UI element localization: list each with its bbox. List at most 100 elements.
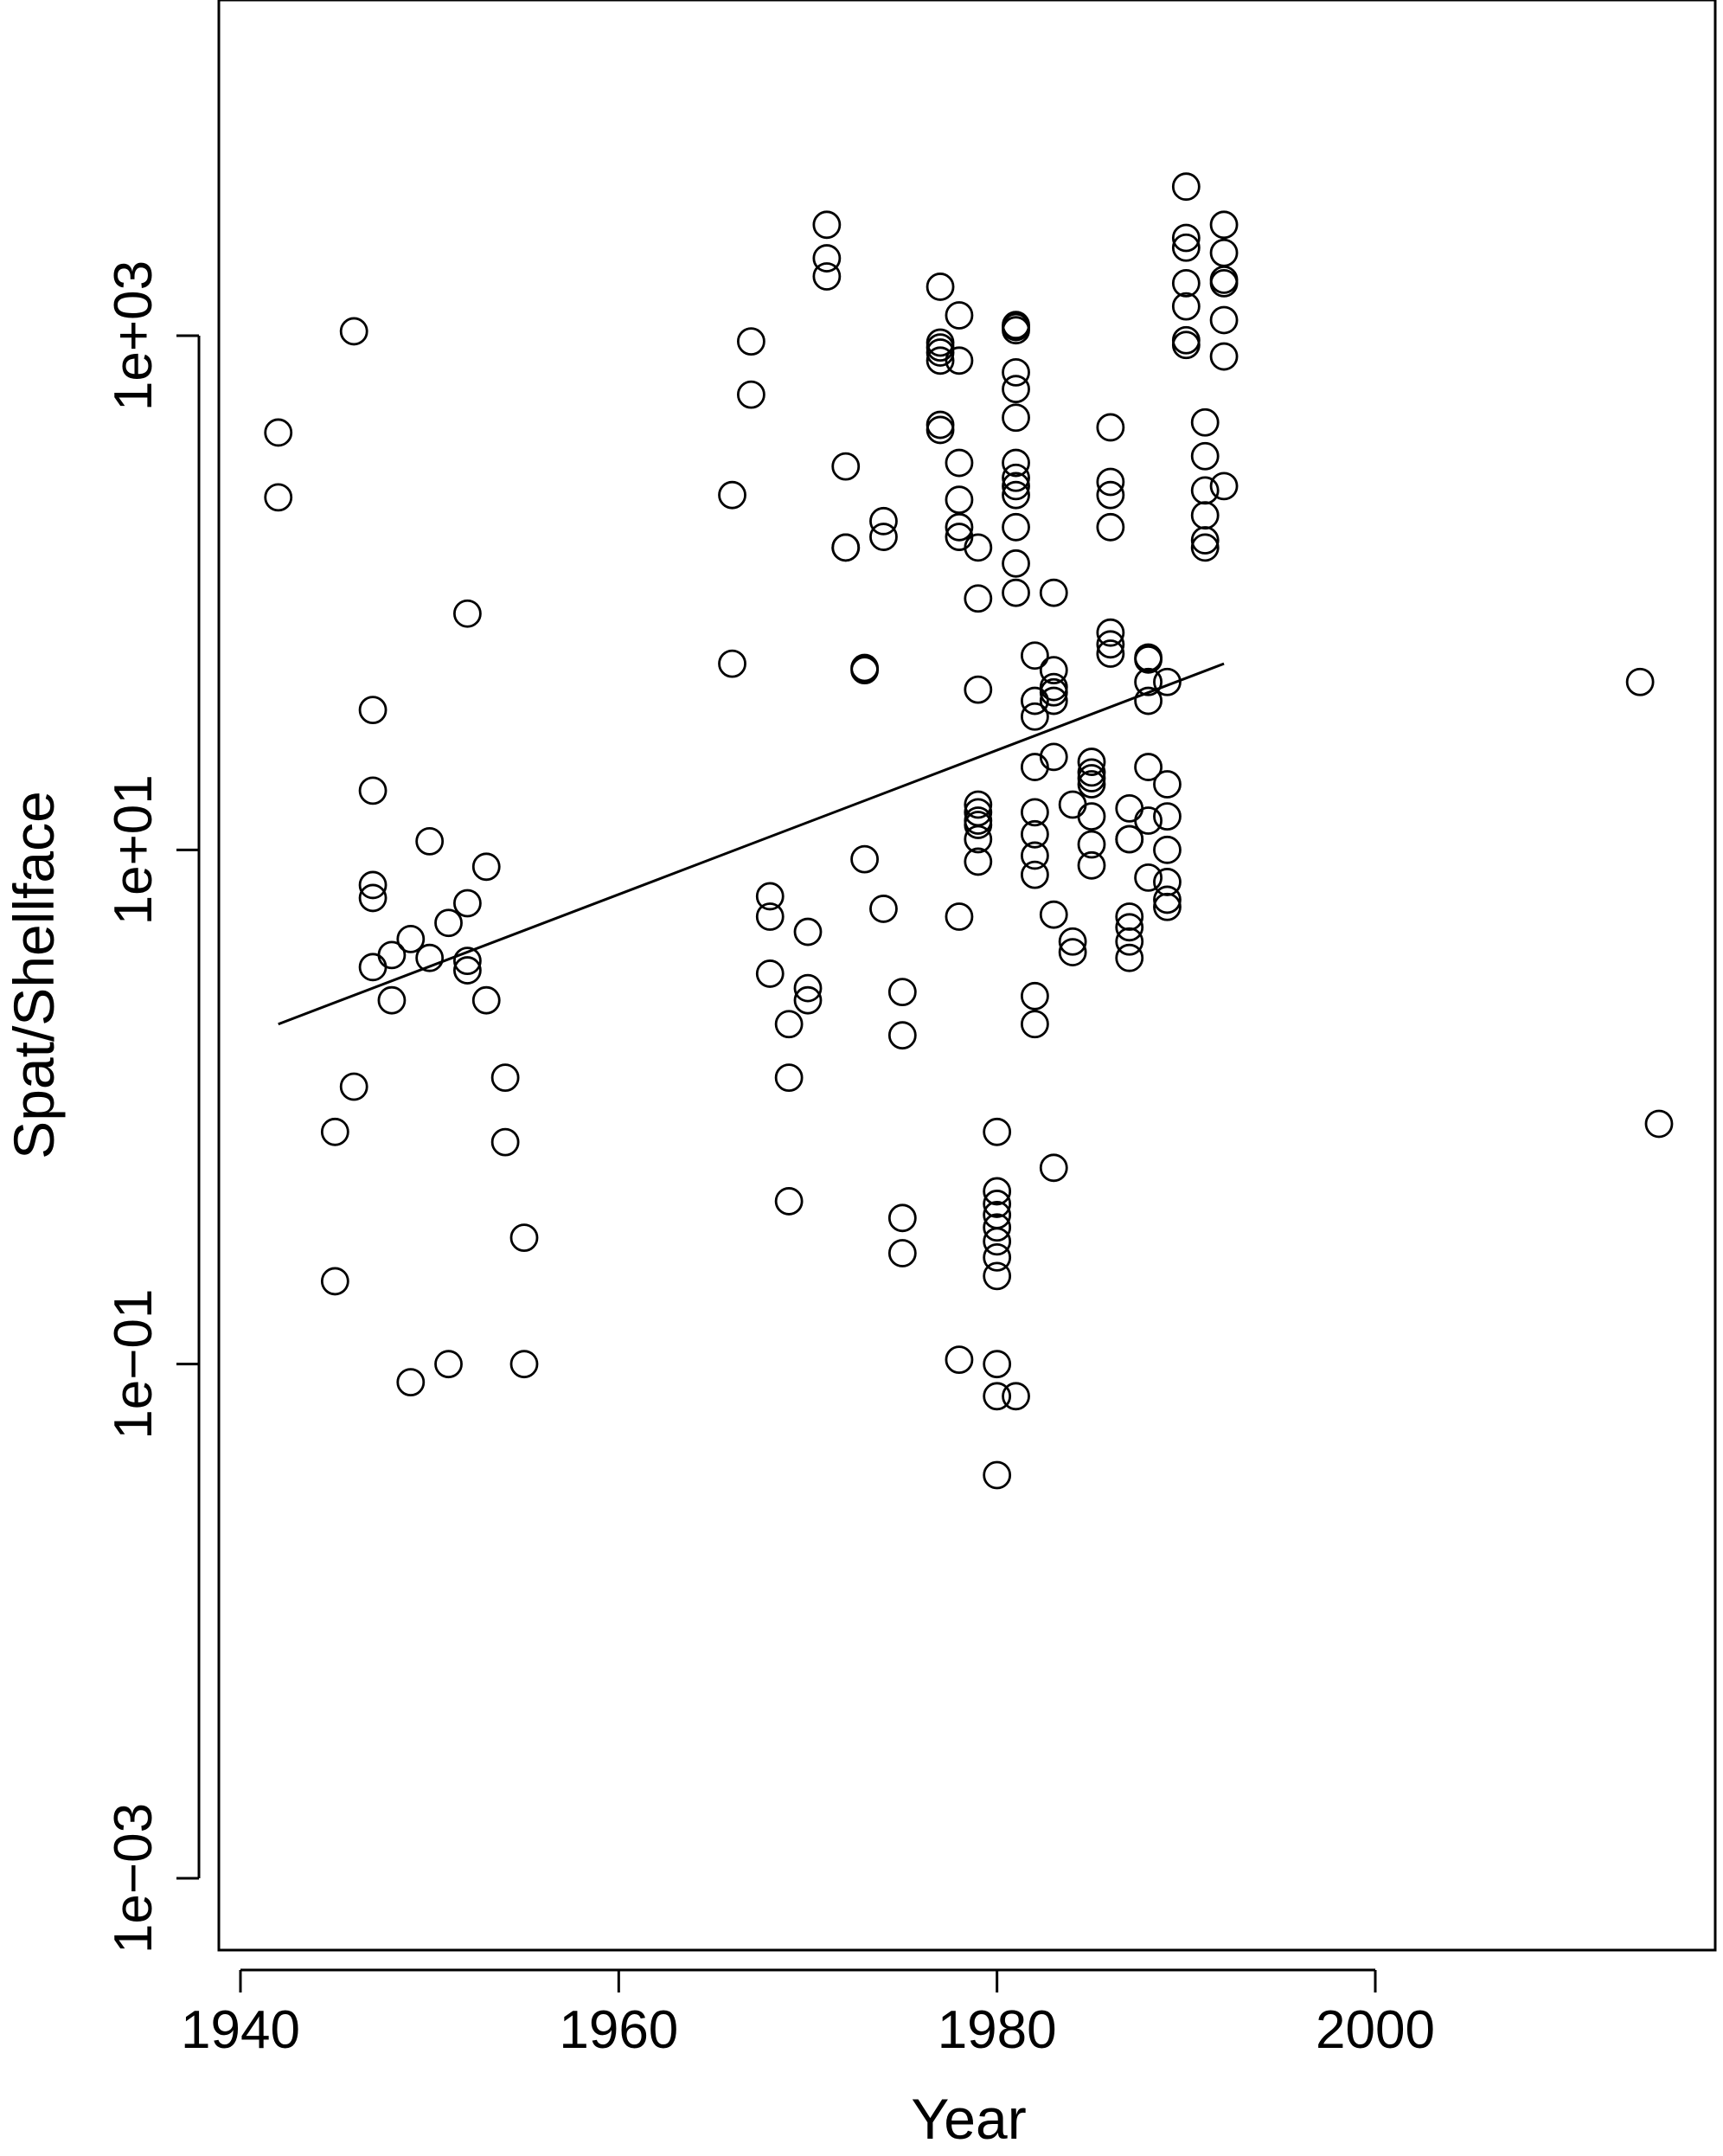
data-point xyxy=(926,273,955,301)
data-point xyxy=(1134,643,1163,672)
y-axis-label: Spat/Shellface xyxy=(2,791,66,1159)
data-point xyxy=(1021,686,1049,715)
data-point xyxy=(831,452,861,481)
data-point xyxy=(926,346,955,375)
y-tick-label: 1e−03 xyxy=(104,1803,163,1954)
data-point xyxy=(1134,686,1163,715)
data-point xyxy=(1002,549,1030,578)
data-point xyxy=(1039,656,1068,685)
data-point xyxy=(945,512,974,542)
data-point xyxy=(490,1127,520,1157)
y-tick-label: 1e−01 xyxy=(104,1289,163,1440)
data-point xyxy=(1209,268,1239,298)
data-point xyxy=(1077,770,1106,799)
data-point xyxy=(1171,172,1201,202)
data-point xyxy=(339,317,368,346)
data-point xyxy=(945,1345,974,1375)
data-point xyxy=(983,1227,1012,1256)
data-point xyxy=(1002,512,1030,542)
data-point xyxy=(1171,292,1201,321)
data-point xyxy=(887,978,917,1007)
data-point xyxy=(755,902,785,931)
data-point xyxy=(887,1203,917,1233)
data-point xyxy=(983,1242,1012,1272)
data-point xyxy=(869,523,898,551)
data-point xyxy=(1039,742,1068,772)
data-point xyxy=(1021,981,1049,1011)
data-point xyxy=(737,380,765,409)
data-point xyxy=(1021,841,1049,870)
y-tick-label: 1e+01 xyxy=(104,774,163,925)
data-point xyxy=(1058,927,1087,956)
data-point xyxy=(774,1010,804,1039)
data-point xyxy=(945,902,974,931)
data-point xyxy=(1153,835,1182,864)
data-point xyxy=(887,1021,917,1050)
data-point xyxy=(964,847,993,876)
data-point xyxy=(1153,885,1182,914)
data-point xyxy=(320,1267,349,1296)
data-point xyxy=(926,415,955,445)
data-point xyxy=(1002,311,1030,340)
data-point xyxy=(1058,938,1087,966)
data-point xyxy=(945,301,974,330)
data-point xyxy=(1134,806,1163,835)
data-point xyxy=(1096,630,1125,659)
data-point xyxy=(983,1350,1012,1379)
data-point xyxy=(945,346,974,375)
data-point xyxy=(1039,1153,1068,1183)
data-point xyxy=(983,1117,1012,1146)
data-point xyxy=(964,811,993,839)
data-point xyxy=(983,1261,1012,1291)
data-point xyxy=(1039,677,1068,707)
data-point xyxy=(1021,819,1049,849)
data-point xyxy=(1077,830,1106,859)
x-tick-label: 1960 xyxy=(559,2000,678,2060)
data-point xyxy=(945,448,974,478)
data-point xyxy=(1190,407,1220,437)
data-point xyxy=(1096,512,1125,542)
data-point xyxy=(1021,1010,1049,1039)
y-axis: 1e−03 1e−01 1e+01 1e+03 xyxy=(104,260,201,1954)
data-point xyxy=(983,1190,1012,1218)
data-point xyxy=(1039,578,1068,607)
data-point xyxy=(1077,764,1106,792)
data-point xyxy=(434,908,463,938)
data-point xyxy=(812,210,842,240)
data-point xyxy=(1002,403,1030,433)
data-point xyxy=(718,480,746,510)
data-point xyxy=(1002,1382,1030,1411)
data-point xyxy=(1171,223,1201,253)
data-point xyxy=(264,483,293,512)
data-point xyxy=(509,1350,539,1379)
data-point xyxy=(983,1213,1012,1242)
trend-line-layer xyxy=(278,662,1225,1026)
data-point xyxy=(1077,802,1106,831)
data-point xyxy=(1190,526,1220,555)
data-point xyxy=(264,418,293,447)
data-point xyxy=(415,827,445,856)
data-point xyxy=(850,844,879,874)
data-point xyxy=(964,675,993,704)
data-point xyxy=(1039,686,1068,715)
data-point xyxy=(415,943,445,972)
data-point xyxy=(1002,357,1030,387)
data-point xyxy=(1002,578,1030,607)
data-point xyxy=(1096,467,1125,497)
x-axis-label: Year xyxy=(911,2087,1026,2151)
data-point xyxy=(1077,850,1106,880)
data-point xyxy=(1190,441,1220,471)
data-point xyxy=(793,973,823,1003)
data-point xyxy=(1171,233,1201,262)
data-point xyxy=(1021,702,1049,731)
plot-frame xyxy=(217,0,1717,1952)
data-point xyxy=(434,1350,463,1379)
data-point xyxy=(869,895,898,923)
data-point xyxy=(1171,268,1201,298)
data-point xyxy=(1002,375,1030,404)
x-axis: 1940 1960 1980 2000 xyxy=(181,1968,1435,2060)
data-point xyxy=(1039,900,1068,929)
data-point xyxy=(1002,448,1030,478)
data-point xyxy=(887,1239,917,1267)
